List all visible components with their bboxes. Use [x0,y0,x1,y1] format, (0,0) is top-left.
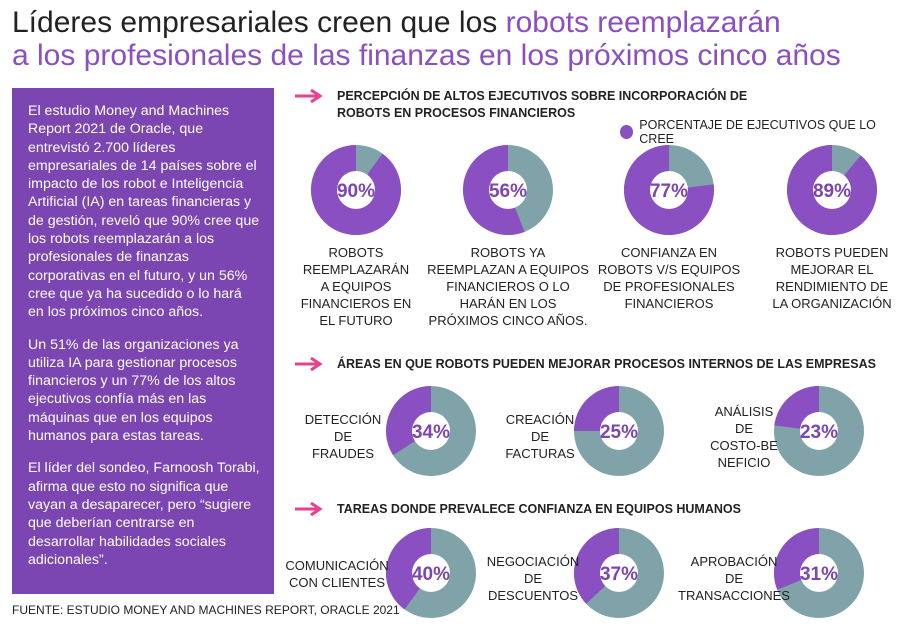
legend-label: PORCENTAJE DE EJECUTIVOS QUE LO CREE [639,118,876,146]
donut-chart-2-2: 25% [574,386,664,476]
donut-chart-3-2: 37% [574,528,664,618]
arrow-right-icon [295,89,323,103]
donut-value-label: 89% [813,181,851,202]
donut-hole [412,554,450,592]
category-label: CREACIÓN DE FACTURAS [495,411,585,462]
category-label: CONFIANZA EN ROBOTS V/S EQUIPOS DE PROFESI… [594,244,744,312]
donut-hole [489,171,527,209]
section-header-3: TAREAS DONDE PREVALECE CONFIANZA EN EQUI… [295,501,897,518]
donut-chart-1-2: 56% [463,145,553,235]
donut-value-slice [386,528,431,610]
category-label-line: FINANCIEROS [624,296,714,311]
category-label-line: TRANSACCIONES [678,588,790,603]
category-label: DETECCIÓN DE FRAUDES [298,411,388,462]
donut-hole [650,171,688,209]
category-label: NEGOCIACIÓN DE DESCUENTOS [483,553,583,604]
source-note: FUENTE: ESTUDIO MONEY AND MACHINES REPOR… [12,603,400,617]
donut-chart-2-1: 34% [386,386,476,476]
donut-hole [800,412,838,450]
category-label-line: DE [530,429,550,444]
donut-value-slice [574,528,619,604]
sidebar-paragraph-3: El líder del sondeo, Farnoosh Torabi, af… [28,460,260,568]
sidebar-paragraph-1: El estudio Money and Machines Report 202… [28,103,260,321]
category-label-line: NEFICIO [717,455,771,470]
section-header-1: PERCEPCIÓN DE ALTOS EJECUTIVOS SOBRE INC… [295,88,777,122]
category-label-line: FACTURAS [505,446,575,461]
category-label-line: DE [333,429,353,444]
legend-swatch [620,125,634,139]
donut-value-label: 34% [412,422,450,443]
section-title-3: TAREAS DONDE PREVALECE CONFIANZA EN EQUI… [337,502,741,516]
category-label-line: DE [523,571,543,586]
category-label-line: CREACIÓN [505,412,575,427]
title-part-3: a los profesionales de las finanzas en l… [12,39,841,72]
category-label-line: MEJORAR EL [790,262,874,277]
category-label-line: A EQUIPOS [320,279,392,294]
donut-hole [813,171,851,209]
donut-hole [800,554,838,592]
category-label-line: HARÁN EN LOS [459,296,557,311]
category-label-line: DESCUENTOS [487,588,579,603]
category-label-line: ROBOTS [328,245,384,260]
category-label-line: APROBACIÓN [690,554,778,569]
category-label-line: REEMPLAZAN A EQUIPOS [427,262,589,277]
donut-hole [337,171,375,209]
category-label-line: ANÁLISIS [714,404,774,419]
sidebar-panel: El estudio Money and Machines Report 202… [12,88,274,594]
donut-hole [600,554,638,592]
page-title: Líderes empresariales creen que los robo… [12,6,892,72]
category-label-line: CONFIANZA EN [620,245,718,260]
arrow-right-icon [295,502,323,516]
category-label-line: FRAUDES [311,446,375,461]
category-label: ROBOTS YA REEMPLAZAN A EQUIPOS FINANCIEROS… [423,244,593,329]
category-label-line: CON CLIENTES [288,575,386,590]
category-label-line: ROBOTS V/S EQUIPOS [597,262,741,277]
category-label-line: PRÓXIMOS CINCO AÑOS. [428,313,588,328]
donut-value-label: 31% [800,564,838,585]
section-title-1: PERCEPCIÓN DE ALTOS EJECUTIVOS SOBRE INC… [337,89,748,120]
donut-value-label: 25% [600,422,638,443]
title-part-1: Líderes empresariales creen que los [12,6,506,39]
arrow-right-icon [295,357,323,371]
category-label: ANÁLISIS DE COSTO-BE NEFICIO [699,403,789,471]
title-highlight: robots reemplazarán [505,6,781,39]
donut-hole [600,412,638,450]
category-label-line: EL FUTURO [319,313,393,328]
category-label: ROBOTS PUEDEN MEJORAR EL RENDIMIENTO DE LA … [762,244,900,312]
category-label-line: DE PROFESIONALES [603,279,735,294]
category-label: COMUNICACIÓN CON CLIENTES [282,557,392,591]
category-label-line: LA ORGANIZACIÓN [772,296,892,311]
donut-hole [412,412,450,450]
category-label-line: COMUNICACIÓN [285,558,389,573]
category-label-line: DE [724,571,744,586]
section-title-2: ÁREAS EN QUE ROBOTS PUEDEN MEJORAR PROCE… [337,357,876,371]
category-label-line: DE [734,421,754,436]
category-label: APROBACIÓN DE TRANSACCIONES [674,553,794,604]
section-header-2: ÁREAS EN QUE ROBOTS PUEDEN MEJORAR PROCE… [295,356,897,373]
donut-value-label: 90% [337,181,375,202]
donut-value-label: 37% [600,564,638,585]
category-label-line: RENDIMIENTO DE [775,279,889,294]
category-label-line: NEGOCIACIÓN [486,554,580,569]
category-label-line: COSTO-BE [710,438,778,453]
donut-value-label: 40% [412,564,450,585]
category-label-line: DETECCIÓN [304,412,382,427]
sidebar-paragraph-2: Un 51% de las organizaciones ya utiliza … [28,336,239,445]
donut-value-label: 23% [800,422,838,443]
donut-chart-3-3: 31% [774,528,864,618]
category-label-line: FINANCIEROS O LO [446,279,570,294]
donut-value-label: 56% [489,181,527,202]
donut-chart-1-1: 90% [311,145,401,235]
category-label-line: REEMPLAZARÁN [302,262,410,277]
category-label-line: FINANCIEROS EN [300,296,412,311]
donut-chart-3-1: 40% [386,528,476,618]
donut-chart-2-3: 23% [774,386,864,476]
legend: PORCENTAJE DE EJECUTIVOS QUE LO CREE [620,118,900,146]
category-label: ROBOTS REEMPLAZARÁN A EQUIPOS FINANCIEROS E… [286,244,426,329]
donut-chart-1-4: 89% [787,145,877,235]
category-label-line: ROBOTS PUEDEN [775,245,889,260]
category-label-line: ROBOTS YA [470,245,546,260]
donut-value-label: 77% [650,181,688,202]
donut-chart-1-3: 77% [624,145,714,236]
